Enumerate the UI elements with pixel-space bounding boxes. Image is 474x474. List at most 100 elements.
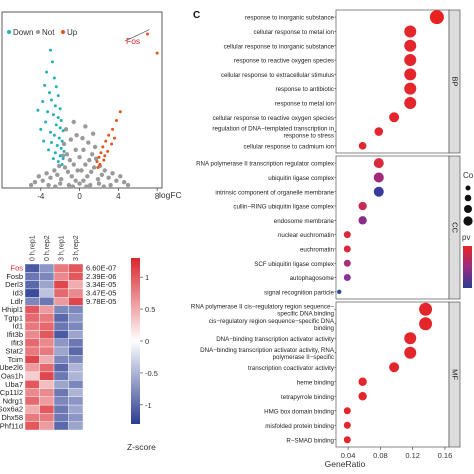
heatmap-cell <box>53 388 69 398</box>
dotplot-point <box>343 274 351 282</box>
dotplot-term-label: response to antibiotic <box>276 86 334 93</box>
volcano-points <box>28 32 159 189</box>
volcano-x-tick-label: 4 <box>116 192 121 201</box>
dotplot-term-label: endosome membrane <box>274 218 335 225</box>
volcano-point-not <box>102 168 107 173</box>
heatmap-cell <box>24 288 40 298</box>
volcano-point-not <box>62 165 68 170</box>
heatmap-cell <box>53 330 69 339</box>
volcano-point-not <box>46 182 51 188</box>
dotplot-term-label-line: DNA−binding transcription activator acti… <box>200 347 335 354</box>
heatmap-cell <box>53 263 69 273</box>
dotplot-term-label: tetrapyrrole binding <box>281 394 335 401</box>
volcano-point-not <box>84 184 89 189</box>
dotplot-point <box>419 302 433 316</box>
dotplot-term-label: R−SMAD binding <box>286 437 334 444</box>
heatmap-cell <box>68 288 84 298</box>
dotplot-term-label: cellular response to extracellular stimu… <box>221 72 334 79</box>
heatmap-cell <box>24 297 40 306</box>
volcano-point-up <box>103 154 107 158</box>
heatmap-cell <box>39 380 55 389</box>
dotplot-point <box>343 421 351 429</box>
heatmap-column-label: 3 h,rep1 <box>58 235 65 261</box>
dotplot-point <box>358 216 367 225</box>
dotplot-term-label-line: specific DNA binding <box>277 310 334 317</box>
dotplot-term-label-line: cellular response to extracellular stimu… <box>221 72 334 79</box>
fos-annotation-label: Fos <box>126 36 140 46</box>
dotplot-term-label: cellular response to inorganic substance <box>224 43 335 50</box>
dotplot-term-label-line: euchromatin <box>300 246 335 253</box>
volcano-point-not <box>68 137 74 142</box>
dotplot-term-label: SCF ubiquitin ligase complex <box>254 261 335 268</box>
volcano-point-not <box>85 174 90 179</box>
heatmap-cell <box>68 355 84 364</box>
dotplot-term-label: signal recognition particle <box>264 289 334 296</box>
dotplot-term-label-line: response to stress <box>283 133 334 140</box>
volcano-point-not <box>87 157 92 163</box>
colorbar-tick-label: 1 <box>145 273 149 282</box>
volcano-point-not <box>90 131 96 136</box>
volcano-point-down <box>52 76 56 80</box>
volcano-point-up <box>107 133 111 137</box>
volcano-point-down <box>58 126 62 130</box>
legend-down-label: Down <box>13 28 33 37</box>
dotplot-point <box>404 39 417 52</box>
heatmap-cell <box>53 421 69 431</box>
volcano-point-down <box>60 139 64 143</box>
dotplot-term-label: HMG box domain binding <box>264 408 334 415</box>
heatmap-cell <box>68 305 84 315</box>
dotplot-legend: Co pv <box>462 171 474 288</box>
volcano-point-down <box>59 146 63 150</box>
volcano-point-not <box>61 141 67 147</box>
volcano-point-not <box>110 171 115 176</box>
dotplot-point <box>373 186 384 197</box>
heatmap-column-label: 0 h,rep1 <box>29 235 36 261</box>
volcano-point-up <box>96 165 100 169</box>
volcano-point-not <box>28 182 34 188</box>
volcano-point-up <box>118 110 122 114</box>
volcano-point-not <box>81 178 86 183</box>
dotplot-term-label: DNA−binding transcription activator acti… <box>216 336 335 343</box>
facet-strip <box>448 9 461 154</box>
heatmap-row-label: Uba7 <box>5 380 23 389</box>
colorbar-tick-label: -1 <box>145 401 152 410</box>
heatmap-cell <box>39 404 55 414</box>
volcano-point-not <box>125 182 131 188</box>
heatmap-column-label: 3 h,rep2 <box>73 235 80 261</box>
volcano-point-up <box>155 51 159 55</box>
volcano-point-up <box>102 158 106 162</box>
dotplot-point <box>389 112 400 123</box>
heatmap-row-labels: FosFosbDerl3Id3LdlrHhipl1Tgtp1Id1Ifit3bI… <box>0 264 23 431</box>
volcano-point-not <box>101 184 107 189</box>
heatmap-cell <box>24 413 40 422</box>
heatmap-row-label: Cp11l2 <box>0 388 23 397</box>
colorbar-label: Z-score <box>127 442 156 452</box>
dotplot-point <box>404 25 417 38</box>
volcano-plot: Down Not Up Fos -4 0 4 8 logFC <box>1 11 182 201</box>
volcano-point-not <box>106 175 111 180</box>
facet-panel <box>335 155 450 300</box>
heatmap-cell <box>39 363 55 373</box>
volcano-point-up <box>114 119 118 123</box>
legend-count-dot-4 <box>463 216 473 226</box>
heatmap-row-label: Id1 <box>13 322 23 331</box>
heatmap-cell <box>24 396 40 406</box>
heatmap-cell <box>39 388 55 398</box>
heatmap-cell <box>39 371 55 381</box>
heatmap-cell <box>39 263 55 273</box>
heatmap-cell <box>39 297 55 306</box>
heatmap-cell <box>68 371 84 381</box>
dotplot-term-label-line: SCF ubiquitin ligase complex <box>254 261 335 268</box>
dotplot-point <box>337 289 342 295</box>
volcano-point-down <box>60 163 64 167</box>
volcano-point-down <box>53 104 57 108</box>
dotplot-point <box>404 96 417 109</box>
volcano-point-down <box>50 60 54 64</box>
panel-c-label: C <box>193 10 200 21</box>
dotplot-term-label-line: response to metal ion <box>275 100 335 107</box>
volcano-point-not <box>95 177 101 182</box>
dotplot-term-label-line: misfolded protein binding <box>265 423 334 430</box>
volcano-point-not <box>55 172 60 177</box>
volcano-point-not <box>79 168 84 173</box>
